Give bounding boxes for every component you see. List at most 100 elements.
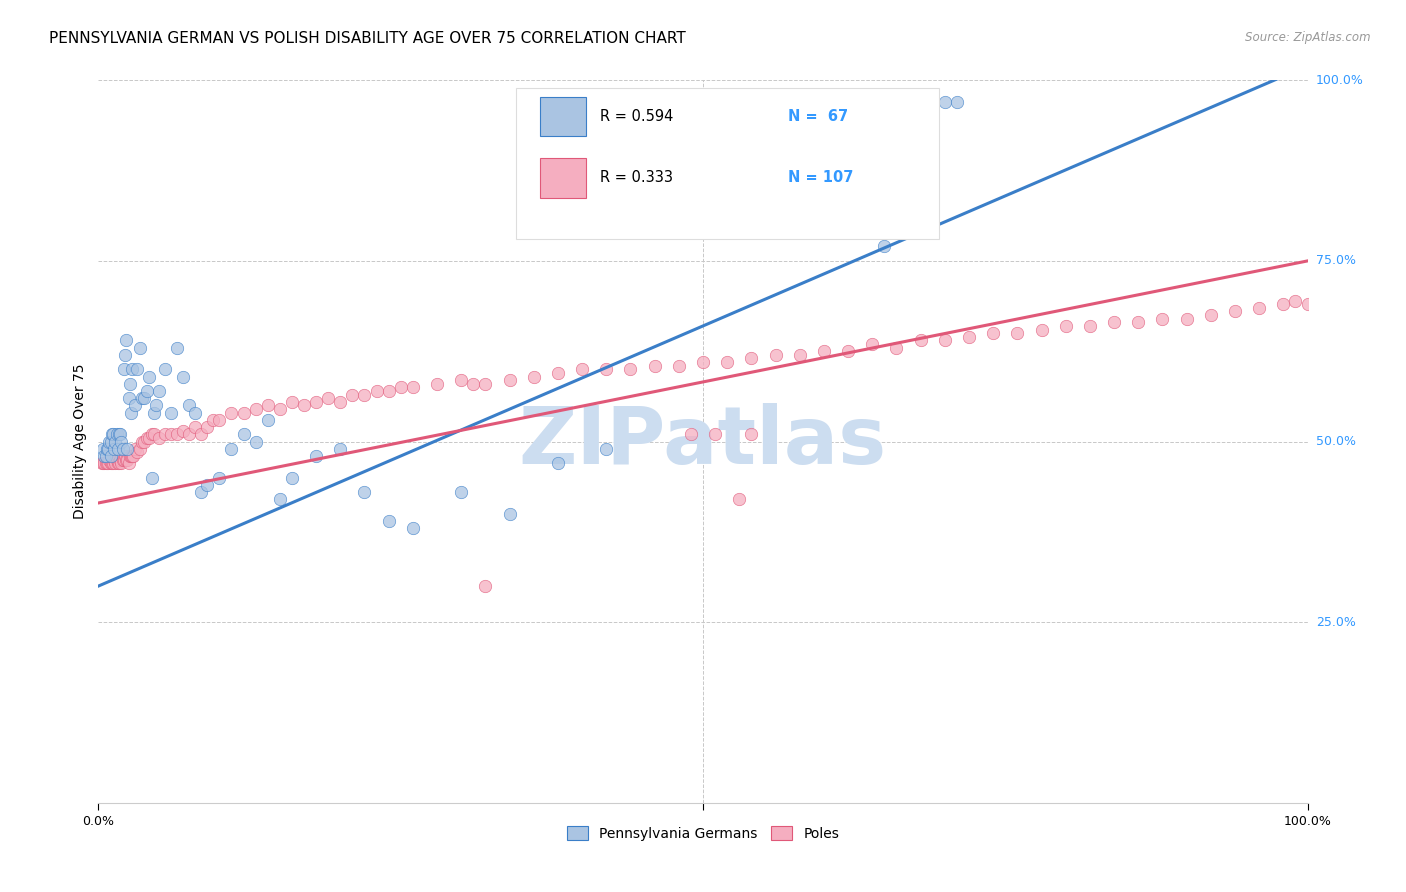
Point	[1249, 301, 1271, 315]
Point	[981, 326, 1004, 340]
Point	[692, 355, 714, 369]
Point	[94, 449, 117, 463]
Point	[145, 398, 167, 412]
Point	[101, 427, 124, 442]
Point	[1175, 311, 1198, 326]
Point	[117, 442, 139, 456]
Point	[1284, 293, 1306, 308]
Text: 25.0%: 25.0%	[1316, 615, 1355, 629]
Point	[366, 384, 388, 398]
Point	[141, 427, 163, 442]
Point	[934, 334, 956, 348]
Point	[329, 442, 352, 456]
Point	[498, 507, 520, 521]
Point	[789, 348, 811, 362]
Point	[190, 485, 212, 500]
Point	[108, 427, 131, 442]
Point	[100, 456, 122, 470]
Point	[118, 376, 141, 391]
Point	[450, 485, 472, 500]
Point	[124, 442, 146, 456]
Point	[105, 427, 128, 442]
Point	[110, 434, 132, 449]
Text: 50.0%: 50.0%	[1316, 435, 1355, 448]
Point	[107, 456, 129, 470]
Point	[316, 391, 339, 405]
Point	[389, 380, 412, 394]
Point	[426, 376, 449, 391]
Point	[179, 398, 201, 412]
Text: ZIPatlas: ZIPatlas	[519, 402, 887, 481]
Point	[108, 456, 131, 470]
FancyBboxPatch shape	[540, 158, 586, 198]
Point	[100, 434, 122, 449]
Point	[305, 449, 328, 463]
Point	[134, 434, 156, 449]
Point	[704, 427, 727, 442]
Y-axis label: Disability Age Over 75: Disability Age Over 75	[73, 364, 87, 519]
Point	[644, 359, 666, 373]
Point	[256, 413, 278, 427]
Point	[93, 449, 115, 463]
Point	[128, 341, 150, 355]
Point	[100, 456, 122, 470]
Point	[120, 449, 142, 463]
Point	[97, 442, 120, 456]
Point	[124, 398, 146, 412]
Point	[837, 344, 859, 359]
Point	[94, 456, 117, 470]
Point	[110, 456, 132, 470]
Point	[143, 406, 166, 420]
Point	[498, 373, 520, 387]
Point	[474, 376, 496, 391]
Point	[547, 366, 569, 380]
Point	[256, 398, 278, 412]
Text: Source: ZipAtlas.com: Source: ZipAtlas.com	[1246, 31, 1371, 45]
Point	[619, 362, 641, 376]
Point	[179, 427, 201, 442]
Point	[329, 394, 352, 409]
Point	[740, 351, 762, 366]
Point	[232, 406, 254, 420]
Point	[463, 376, 485, 391]
Point	[96, 456, 118, 470]
Point	[112, 362, 135, 376]
Point	[153, 427, 176, 442]
Point	[1223, 304, 1246, 318]
Point	[886, 341, 908, 355]
Point	[202, 413, 225, 427]
Point	[474, 579, 496, 593]
Point	[128, 442, 150, 456]
Point	[108, 452, 131, 467]
Point	[1102, 315, 1125, 329]
Point	[1078, 318, 1101, 333]
Point	[103, 442, 125, 456]
Point	[114, 348, 136, 362]
Point	[127, 445, 149, 459]
Point	[115, 452, 138, 467]
Point	[221, 442, 243, 456]
Point	[103, 452, 125, 467]
Point	[91, 456, 114, 470]
Point	[153, 362, 176, 376]
Point	[195, 478, 218, 492]
Point	[195, 420, 218, 434]
Point	[1199, 308, 1222, 322]
Point	[118, 391, 141, 405]
Point	[122, 449, 145, 463]
Point	[134, 391, 156, 405]
Point	[97, 456, 120, 470]
Legend: Pennsylvania Germans, Poles: Pennsylvania Germans, Poles	[561, 821, 845, 847]
Point	[910, 334, 932, 348]
Point	[135, 384, 157, 398]
Point	[96, 442, 118, 456]
Text: R = 0.594: R = 0.594	[600, 109, 673, 124]
Point	[190, 427, 212, 442]
Point	[141, 470, 163, 484]
Point	[353, 387, 375, 401]
Point	[269, 402, 291, 417]
Point	[93, 456, 115, 470]
Point	[245, 434, 267, 449]
Point	[377, 514, 399, 528]
Point	[104, 434, 127, 449]
